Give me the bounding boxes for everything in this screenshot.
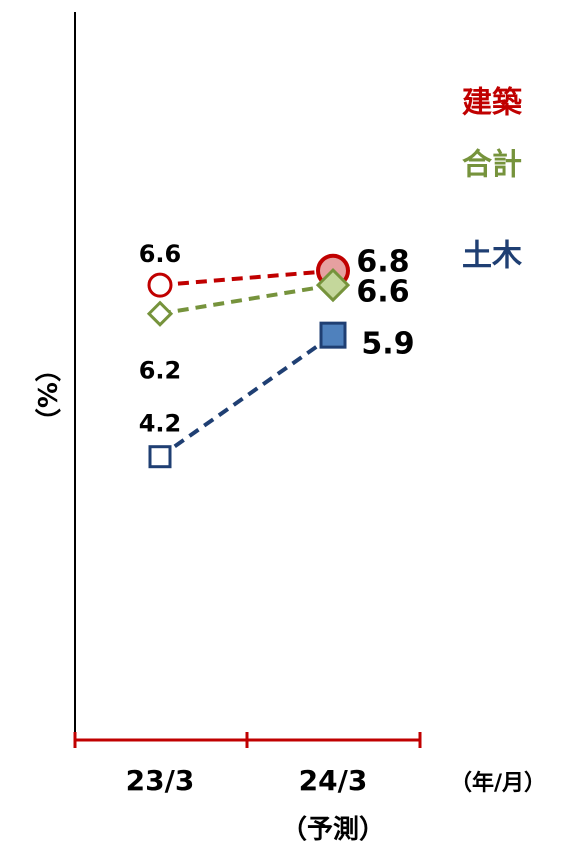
legend-label: 土木 [462,239,522,274]
x-tick-label: 24/3 [299,764,368,797]
data-point-marker [148,445,172,469]
x-tick-label: 23/3 [126,764,195,797]
data-label: 4.2 [139,410,182,438]
series-line-0 [159,268,334,288]
data-label: 6.8 [356,244,409,279]
series-line-2 [158,333,335,459]
data-point-marker [147,272,173,298]
series-line-1 [159,283,334,316]
legend-label: 合計 [462,148,522,183]
x-tick-note: （予測） [281,815,385,845]
y-axis-label: （%） [31,356,61,434]
data-label: 5.9 [361,327,414,362]
data-point-marker [315,267,351,303]
x-axis-unit: （年/月） [450,770,546,796]
data-label: 6.2 [139,357,182,385]
legend-label: 建築 [462,86,523,121]
data-label: 6.6 [139,240,182,268]
data-label: 6.6 [356,275,409,310]
data-point-marker [319,321,347,349]
data-point-marker [146,300,174,327]
